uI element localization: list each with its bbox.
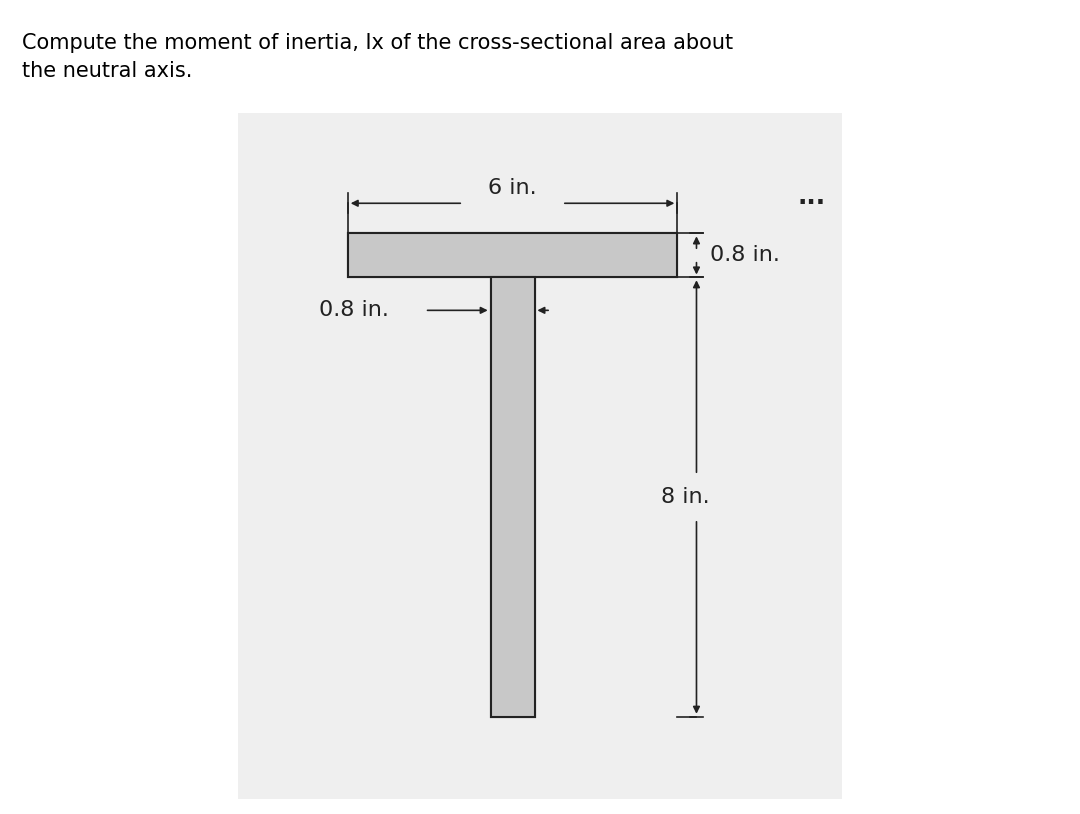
- Text: 0.8 in.: 0.8 in.: [711, 246, 780, 265]
- Text: 8 in.: 8 in.: [661, 487, 710, 507]
- Text: Compute the moment of inertia, Ix of the cross-sectional area about
the neutral : Compute the moment of inertia, Ix of the…: [22, 33, 732, 81]
- FancyBboxPatch shape: [348, 234, 677, 278]
- FancyBboxPatch shape: [490, 278, 535, 716]
- FancyBboxPatch shape: [490, 278, 535, 716]
- Text: 0.8 in.: 0.8 in.: [319, 300, 389, 321]
- Text: 6 in.: 6 in.: [488, 177, 537, 198]
- FancyBboxPatch shape: [348, 234, 677, 278]
- Text: ...: ...: [797, 185, 825, 208]
